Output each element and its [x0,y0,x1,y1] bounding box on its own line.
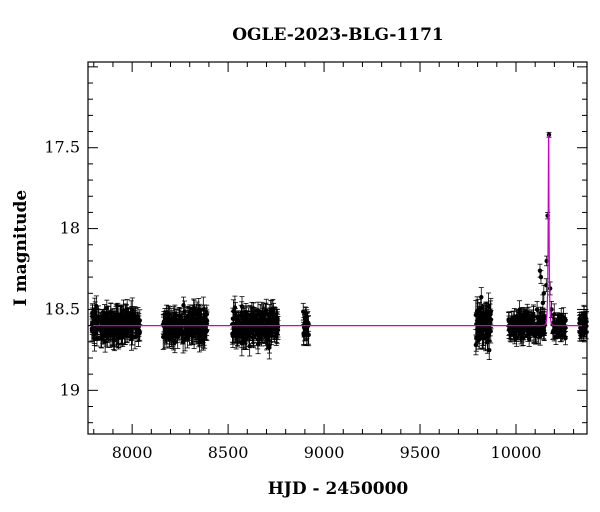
x-tick-labels: 8000 8500 9000 9500 10000 [112,443,542,462]
y-tick-label: 17.5 [44,138,80,157]
data-point [483,312,489,333]
data-point [118,324,124,345]
data-point [132,306,138,326]
data-point [578,311,584,332]
data-point [230,299,236,324]
y-tick-label: 18.5 [44,299,80,318]
data-point [560,322,566,337]
data-point [93,295,99,317]
data-point [235,314,241,333]
data-point [553,328,559,346]
data-point [170,316,176,338]
y-axis-label: I magnitude [11,190,31,307]
data-point [246,320,252,342]
data-point [272,308,278,331]
data-point [478,287,484,308]
y-tick-labels: 17.5 18 18.5 19 [44,138,80,400]
data-point [515,311,521,333]
x-tick-label: 10000 [491,443,542,462]
data-point [108,302,114,324]
x-tick-label: 9000 [304,443,345,462]
data-point [89,315,95,342]
data-point [480,315,486,346]
data-point [534,300,540,318]
data-point [507,318,513,340]
data-point [512,329,518,345]
x-tick-label: 8500 [208,443,249,462]
data-point [108,318,114,338]
chart-title: OGLE-2023-BLG-1171 [232,25,444,45]
data-point [541,284,547,302]
data-point [180,330,186,354]
plot-frame [87,61,588,435]
data-point [204,320,210,341]
data-point [195,323,201,344]
data-point [474,315,480,344]
x-tick-label: 8000 [112,443,153,462]
data-point [239,324,245,342]
data-point [188,311,194,330]
y-tick-label: 18 [60,219,80,238]
data-point [542,309,548,327]
data-point [242,310,248,334]
data-point [181,311,187,331]
data-point [167,323,173,342]
data-point [243,324,249,350]
data-point [180,296,186,314]
data-point [198,310,204,337]
x-tick-label: 9500 [400,443,441,462]
data-point [302,306,308,332]
axis-ticks [88,62,587,434]
data-point [172,320,178,344]
data-point [101,304,107,325]
data-point [229,323,235,345]
y-tick-label: 19 [60,380,80,399]
data-point [487,308,493,337]
model-curve [88,134,587,327]
data-point [124,299,130,322]
data-point [182,326,188,352]
x-axis-label: HJD - 2450000 [268,479,409,499]
data-point [524,318,530,337]
data-points [89,131,590,360]
data-point [115,302,121,328]
data-point [538,270,544,284]
data-point [252,320,258,340]
data-point [135,318,141,339]
data-point [551,320,557,342]
data-point [191,323,197,349]
model-line [88,134,587,327]
data-point [535,324,541,344]
